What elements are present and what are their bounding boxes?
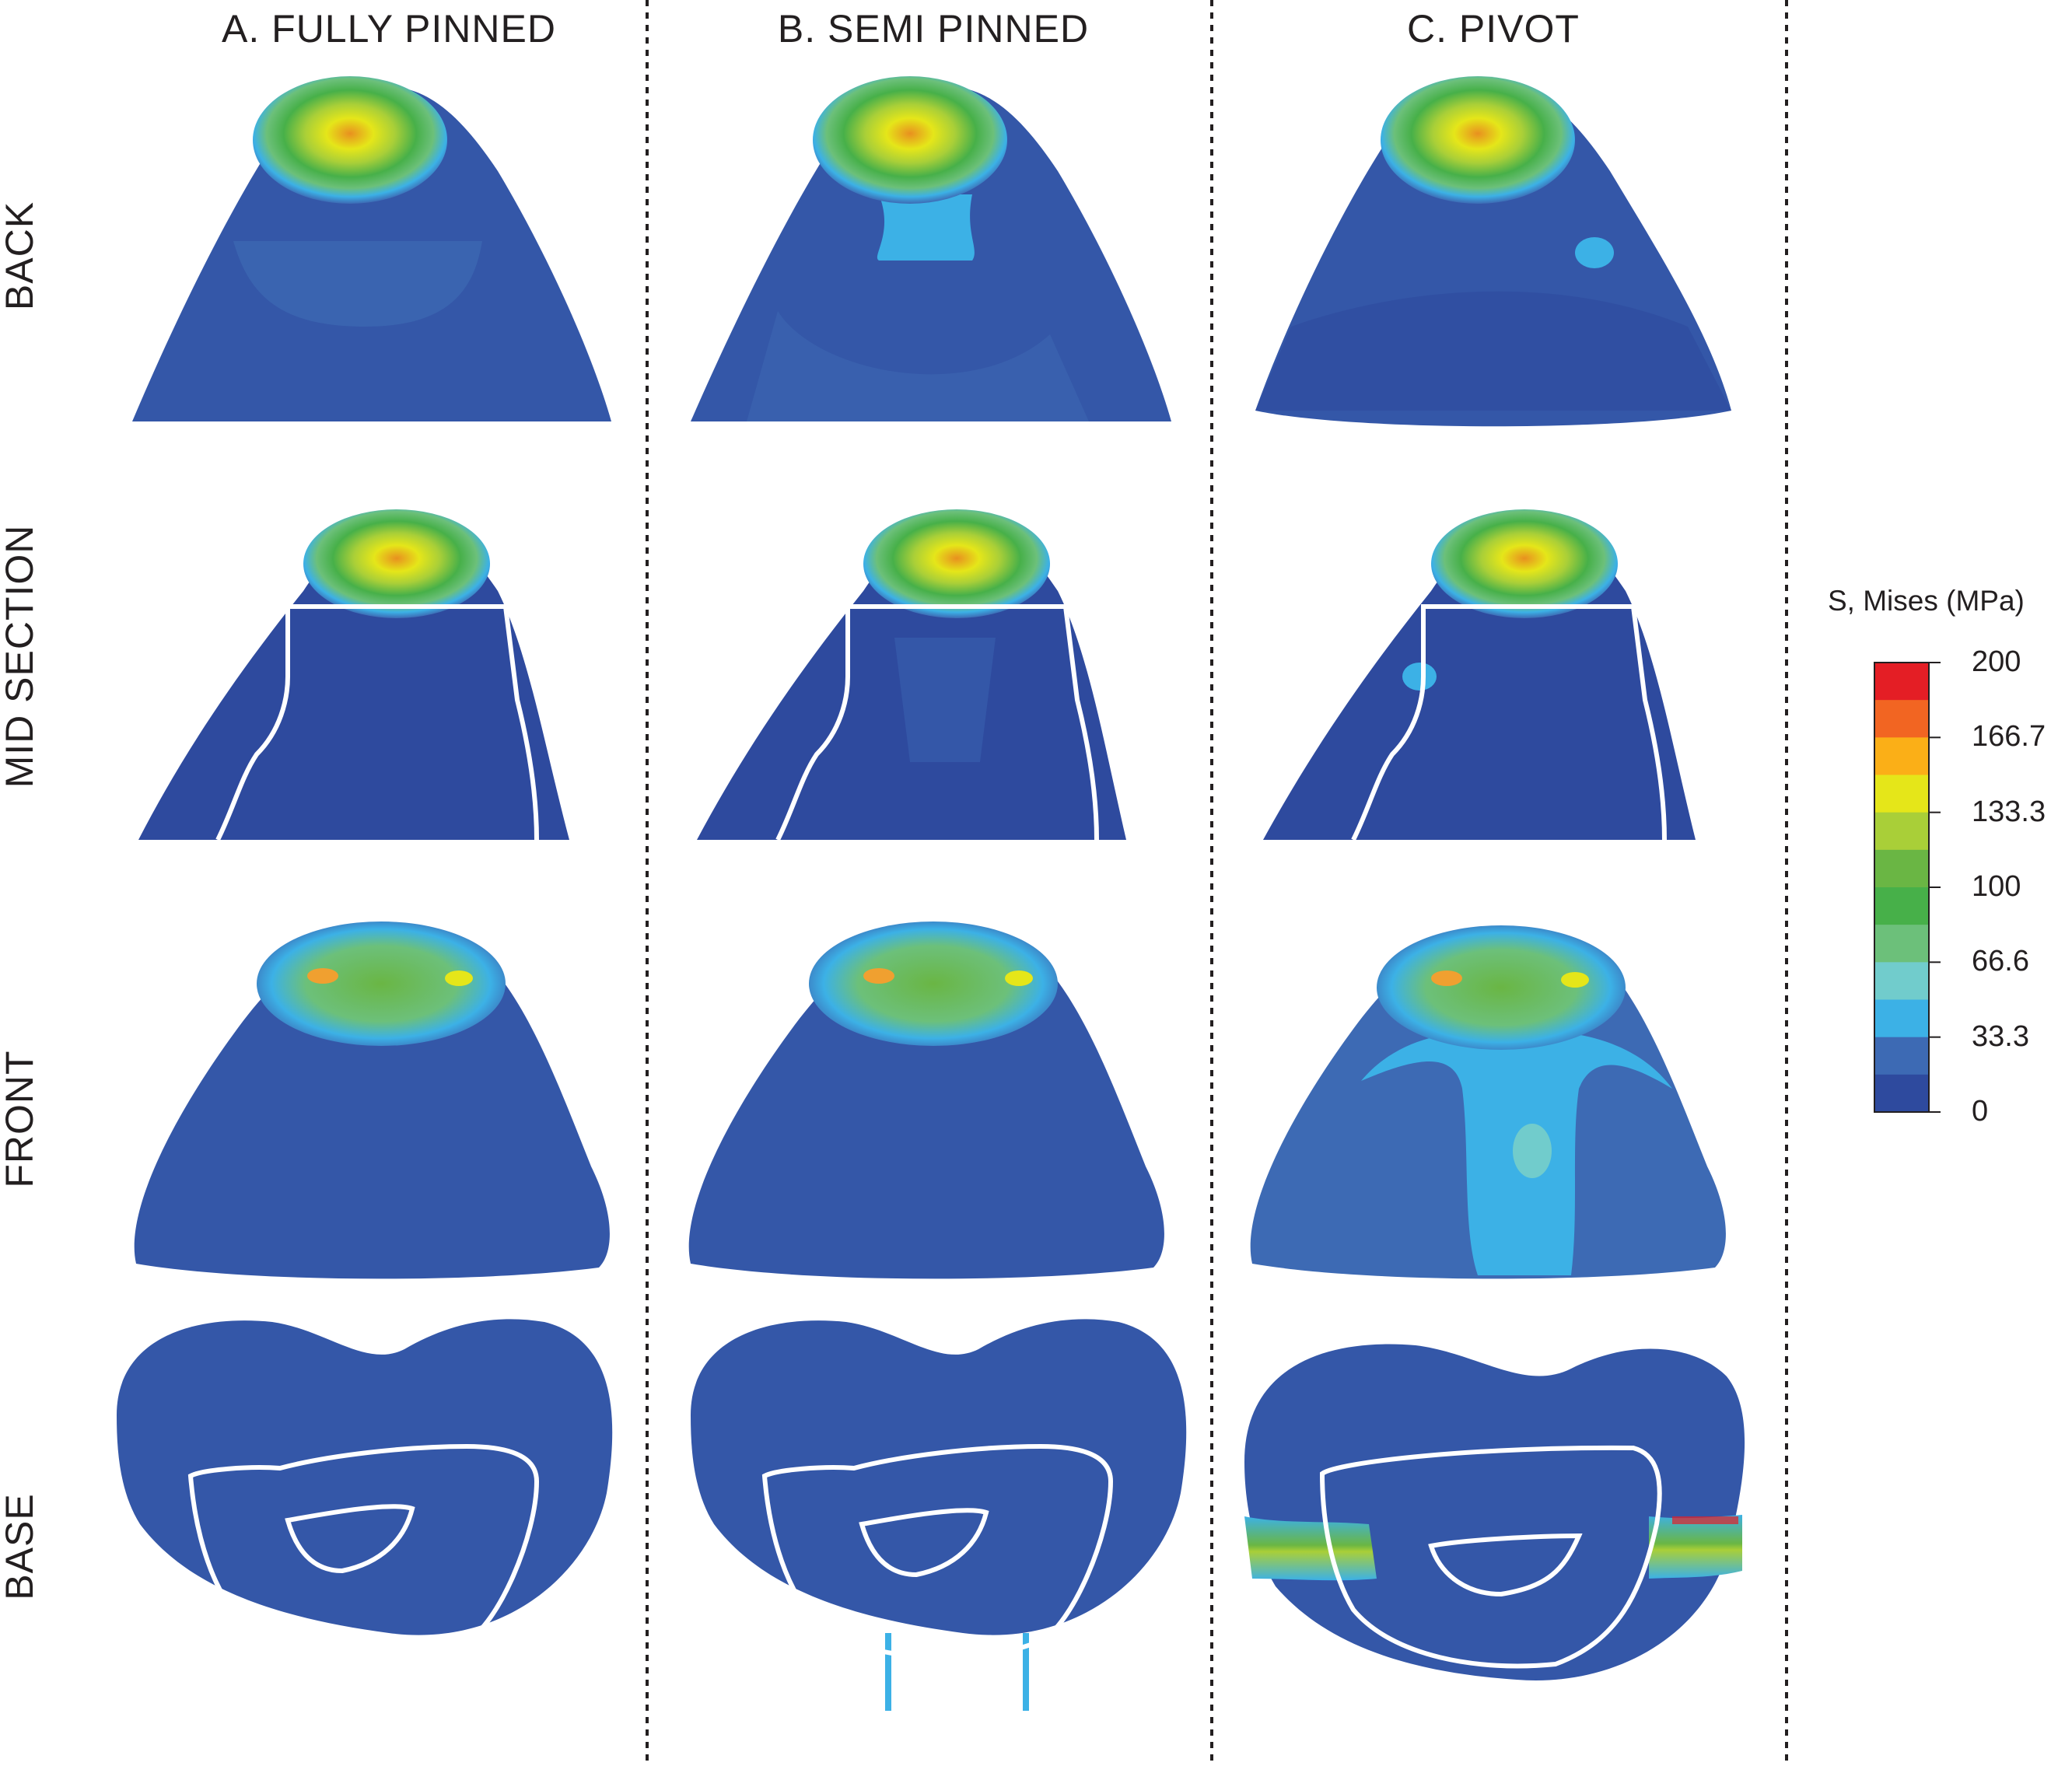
- column-header-pivot: C. PIVOT: [1407, 7, 1580, 51]
- front-pivot: [1250, 925, 1726, 1279]
- colorbar-segment: [1874, 700, 1929, 738]
- front-fully-pinned: [134, 921, 610, 1279]
- back-fully-pinned: [132, 76, 611, 422]
- colorbar-tick-label: 0: [1972, 1095, 1989, 1128]
- colorbar-segment: [1874, 962, 1929, 1000]
- colorbar: [1874, 662, 1941, 1113]
- mid-section-semi-pinned: [697, 509, 1126, 841]
- base-fully-pinned: [117, 1319, 613, 1660]
- back-pivot: [1255, 76, 1731, 427]
- base-semi-pinned: [691, 1319, 1187, 1711]
- colorbar-segment: [1874, 663, 1929, 701]
- front-semi-pinned: [688, 921, 1164, 1279]
- colorbar-segment: [1874, 999, 1929, 1038]
- mid-section-fully-pinned: [138, 509, 569, 841]
- colorbar-segment: [1874, 1037, 1929, 1075]
- base-pivot: [1244, 1344, 1745, 1680]
- colorbar-segment: [1874, 812, 1929, 851]
- colorbar-tick-label: 100: [1972, 870, 2021, 903]
- colorbar-tick-label: 66.6: [1972, 945, 2029, 978]
- colorbar-segment: [1874, 775, 1929, 813]
- colorbar-tick-label: 166.7: [1972, 720, 2046, 754]
- colorbar-tick-label: 33.3: [1972, 1019, 2029, 1053]
- colorbar-segment: [1874, 887, 1929, 925]
- legend-title: S, Mises (MPa): [1828, 585, 2025, 617]
- colorbar-segment: [1874, 1074, 1929, 1113]
- colorbar-tick-label: 133.3: [1972, 795, 2046, 828]
- mid-section-pivot: [1263, 509, 1696, 841]
- back-semi-pinned: [691, 76, 1171, 422]
- column-header-fully-pinned: A. FULLY PINNED: [222, 7, 556, 51]
- colorbar-tick-label: 200: [1972, 645, 2021, 678]
- colorbar-segment: [1874, 849, 1929, 888]
- colorbar-segment: [1874, 925, 1929, 963]
- colorbar-segment: [1874, 737, 1929, 775]
- column-header-semi-pinned: B. SEMI PINNED: [777, 7, 1090, 51]
